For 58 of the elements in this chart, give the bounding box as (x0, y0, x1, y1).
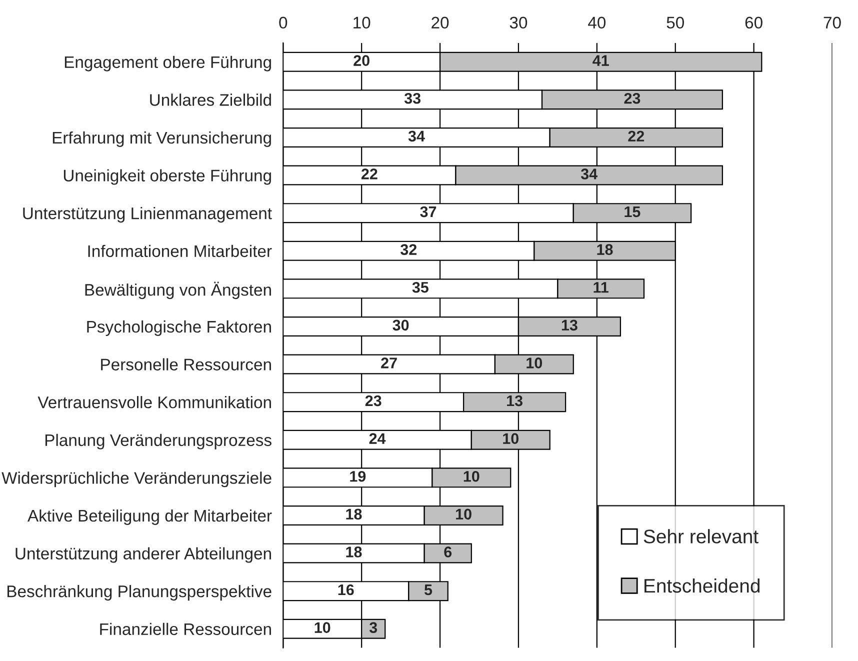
data-label: 23 (624, 92, 640, 104)
data-label: 23 (365, 395, 382, 406)
x-tick-label: 0 (279, 16, 288, 29)
y-tick-label: Unklares Zielbild (150, 94, 271, 106)
y-tick-label: Finanzielle Ressourcen (100, 622, 271, 636)
data-label: 11 (594, 282, 608, 293)
y-tick-label: Planung Veränderungsprozess (45, 434, 272, 450)
legend-label: Entscheidend (644, 578, 760, 593)
y-tick-label: Widersprüchliche Veränderungsziele (2, 472, 272, 488)
data-label: 41 (592, 55, 609, 66)
data-label: 22 (628, 130, 644, 142)
x-tick-label: 40 (588, 16, 606, 29)
y-tick-label: Beschränkung Planungsperspektive (8, 585, 272, 601)
y-tick-label: Uneinigkeit oberste Führung (64, 169, 271, 185)
x-tick-label: 10 (354, 16, 370, 29)
data-label: 18 (346, 546, 362, 558)
y-tick-label: Bewältigung von Ängsten (85, 282, 271, 300)
data-label: 10 (503, 433, 519, 444)
data-label: 35 (412, 282, 428, 293)
data-label: 13 (507, 395, 522, 406)
data-label: 10 (456, 508, 472, 520)
data-label: 5 (424, 584, 432, 596)
y-tick-label: Informationen Mitarbeiter (88, 244, 272, 258)
x-tick-label: 50 (666, 16, 684, 29)
data-label: 22 (361, 168, 378, 180)
data-label: 24 (369, 433, 386, 444)
data-label: 30 (392, 320, 409, 331)
data-label: 10 (464, 470, 480, 482)
data-label: 32 (400, 244, 417, 255)
x-tick-label: 70 (824, 16, 841, 29)
data-label: 18 (597, 244, 613, 255)
data-label: 19 (350, 470, 366, 482)
data-label: 16 (338, 584, 354, 596)
data-label: 37 (420, 206, 436, 218)
y-tick-label: Unterstützung anderer Abteilungen (16, 547, 271, 563)
data-label: 34 (408, 130, 425, 142)
data-label: 34 (580, 168, 598, 180)
y-tick-label: Personelle Ressourcen (101, 358, 271, 370)
x-tick-label: 30 (510, 16, 528, 29)
y-tick-label: Aktive Beteiligung der Mitarbeiter (28, 509, 272, 525)
data-label: 18 (346, 508, 362, 520)
data-label: 6 (444, 546, 452, 558)
x-tick-label: 20 (432, 16, 449, 29)
data-label: 13 (562, 320, 578, 331)
data-label: 20 (354, 55, 370, 66)
y-tick-label: Engagement obere Führung (64, 56, 271, 72)
data-label: 27 (381, 358, 397, 368)
data-label: 3 (369, 622, 378, 633)
data-label: 15 (624, 206, 640, 218)
data-label: 10 (314, 622, 330, 633)
x-tick-label: 60 (745, 16, 762, 29)
y-tick-label: Vertrauensvolle Kommunikation (38, 396, 271, 408)
y-tick-label: Psychologische Faktoren (87, 320, 271, 336)
legend-label: Sehr relevant (644, 529, 758, 544)
data-label: 33 (404, 92, 421, 104)
y-tick-label: Unterstützung Linienmanagement (23, 207, 272, 223)
data-label: 10 (526, 358, 542, 368)
y-tick-label: Erfahrung mit Verunsicherung (52, 131, 271, 147)
